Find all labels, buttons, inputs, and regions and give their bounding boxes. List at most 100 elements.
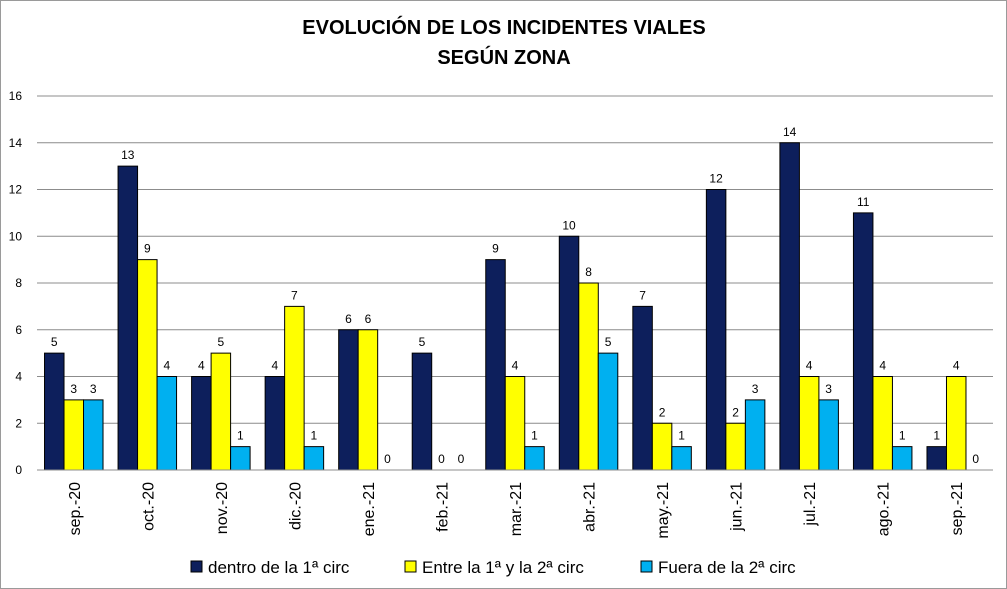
data-label: 8 bbox=[585, 265, 592, 279]
x-tick-label: ene.-21 bbox=[361, 482, 378, 536]
bar-1 bbox=[485, 259, 506, 471]
data-label: 4 bbox=[512, 359, 519, 373]
y-tick-label: 12 bbox=[9, 183, 23, 197]
data-label: 10 bbox=[562, 218, 576, 232]
legend-label: dentro de la 1ª circ bbox=[208, 558, 350, 577]
bar-1 bbox=[411, 352, 433, 471]
legend-swatch bbox=[190, 560, 203, 573]
data-label: 3 bbox=[825, 382, 832, 396]
bar-1 bbox=[779, 142, 800, 471]
data-label: 11 bbox=[857, 195, 870, 209]
bar-3 bbox=[597, 352, 619, 471]
data-label: 14 bbox=[783, 125, 797, 139]
bar-1 bbox=[191, 376, 212, 471]
data-label: 5 bbox=[419, 335, 426, 349]
x-axis: sep.-20 oct.-20 nov.-20 dic.-20 ene.-21 feb.-… bbox=[37, 469, 993, 539]
data-label: 2 bbox=[659, 405, 666, 419]
x-tick-label: feb.-21 bbox=[434, 482, 451, 532]
bar-3 bbox=[818, 399, 839, 471]
data-label: 6 bbox=[365, 312, 372, 326]
bar-1 bbox=[44, 352, 65, 471]
data-label: 4 bbox=[953, 359, 960, 373]
data-label: 4 bbox=[879, 359, 886, 373]
legend-swatch bbox=[640, 560, 653, 573]
data-label: 4 bbox=[806, 359, 813, 373]
chart-title-line-1: EVOLUCIÓN DE LOS INCIDENTES VIALES bbox=[302, 15, 705, 39]
bar-2 bbox=[872, 376, 893, 471]
bar-3 bbox=[156, 376, 178, 471]
data-label: 5 bbox=[605, 335, 612, 349]
data-label: 4 bbox=[163, 359, 170, 373]
y-tick-label: 2 bbox=[15, 416, 22, 430]
data-label: 3 bbox=[752, 382, 759, 396]
bar-2 bbox=[798, 376, 820, 471]
y-tick-label: 0 bbox=[15, 463, 22, 477]
y-tick-label: 10 bbox=[9, 229, 23, 243]
data-label: 0 bbox=[438, 452, 445, 466]
x-tick-label: nov.-20 bbox=[214, 482, 231, 534]
data-label: 5 bbox=[218, 335, 225, 349]
x-tick-label: jul.-21 bbox=[802, 482, 819, 527]
x-tick-label: dic.-20 bbox=[287, 482, 304, 530]
bar-2 bbox=[504, 376, 526, 471]
data-label: 3 bbox=[70, 382, 77, 396]
y-axis: 0 2 4 6 8 10 12 14 16 bbox=[9, 89, 23, 477]
legend-label: Entre la 1ª y la 2ª circ bbox=[422, 558, 584, 577]
legend-swatch bbox=[404, 560, 417, 573]
bar-3 bbox=[83, 399, 104, 471]
x-tick-label: jun.-21 bbox=[729, 482, 746, 532]
bar-2 bbox=[651, 422, 673, 471]
bar-3 bbox=[671, 446, 692, 471]
bar-1 bbox=[926, 446, 947, 471]
bar-2 bbox=[137, 259, 158, 471]
data-label: 7 bbox=[639, 288, 646, 302]
data-label: 7 bbox=[291, 288, 298, 302]
data-label: 9 bbox=[492, 242, 499, 256]
x-tick-label: sep.-20 bbox=[67, 482, 84, 535]
bar-1 bbox=[632, 305, 653, 471]
data-label: 2 bbox=[732, 405, 739, 419]
bar-1 bbox=[705, 189, 727, 471]
y-tick-label: 16 bbox=[9, 89, 23, 103]
data-label: 1 bbox=[311, 429, 318, 443]
data-label: 9 bbox=[144, 242, 151, 256]
bar-3 bbox=[744, 399, 766, 471]
data-label: 4 bbox=[272, 359, 279, 373]
legend: dentro de la 1ª circ Entre la 1ª y la 2ª … bbox=[190, 558, 796, 577]
bar-2 bbox=[284, 305, 305, 471]
data-label: 3 bbox=[90, 382, 97, 396]
chart-title-line-2: SEGÚN ZONA bbox=[437, 45, 570, 69]
data-label: 6 bbox=[345, 312, 352, 326]
x-tick-label: may.-21 bbox=[655, 482, 672, 539]
y-tick-label: 8 bbox=[15, 276, 22, 290]
bar-1 bbox=[117, 165, 139, 471]
bar-2 bbox=[945, 376, 967, 471]
x-tick-label: oct.-20 bbox=[140, 482, 157, 531]
data-label: 5 bbox=[51, 335, 58, 349]
data-label: 13 bbox=[121, 148, 135, 162]
bar-1 bbox=[558, 235, 580, 471]
data-label: 1 bbox=[237, 429, 244, 443]
bar-2 bbox=[578, 282, 599, 471]
y-tick-label: 6 bbox=[15, 323, 22, 337]
data-label: 1 bbox=[678, 429, 685, 443]
x-tick-label: sep.-21 bbox=[949, 482, 966, 535]
data-label: 1 bbox=[933, 429, 940, 443]
bar-2 bbox=[725, 422, 746, 471]
legend-label: Fuera de la 2ª circ bbox=[658, 558, 796, 577]
bar-3 bbox=[524, 446, 545, 471]
data-label: 0 bbox=[458, 452, 465, 466]
data-label: 4 bbox=[198, 359, 205, 373]
bar-2 bbox=[63, 399, 85, 471]
x-tick-label: mar.-21 bbox=[508, 482, 525, 536]
bar-2 bbox=[210, 352, 232, 471]
x-tick-label: abr.-21 bbox=[582, 482, 599, 532]
y-tick-label: 14 bbox=[9, 136, 23, 150]
data-label: 0 bbox=[384, 452, 391, 466]
bar-3 bbox=[891, 446, 913, 471]
data-label: 12 bbox=[709, 172, 723, 186]
bar-1 bbox=[852, 212, 874, 471]
data-label: 1 bbox=[531, 429, 538, 443]
